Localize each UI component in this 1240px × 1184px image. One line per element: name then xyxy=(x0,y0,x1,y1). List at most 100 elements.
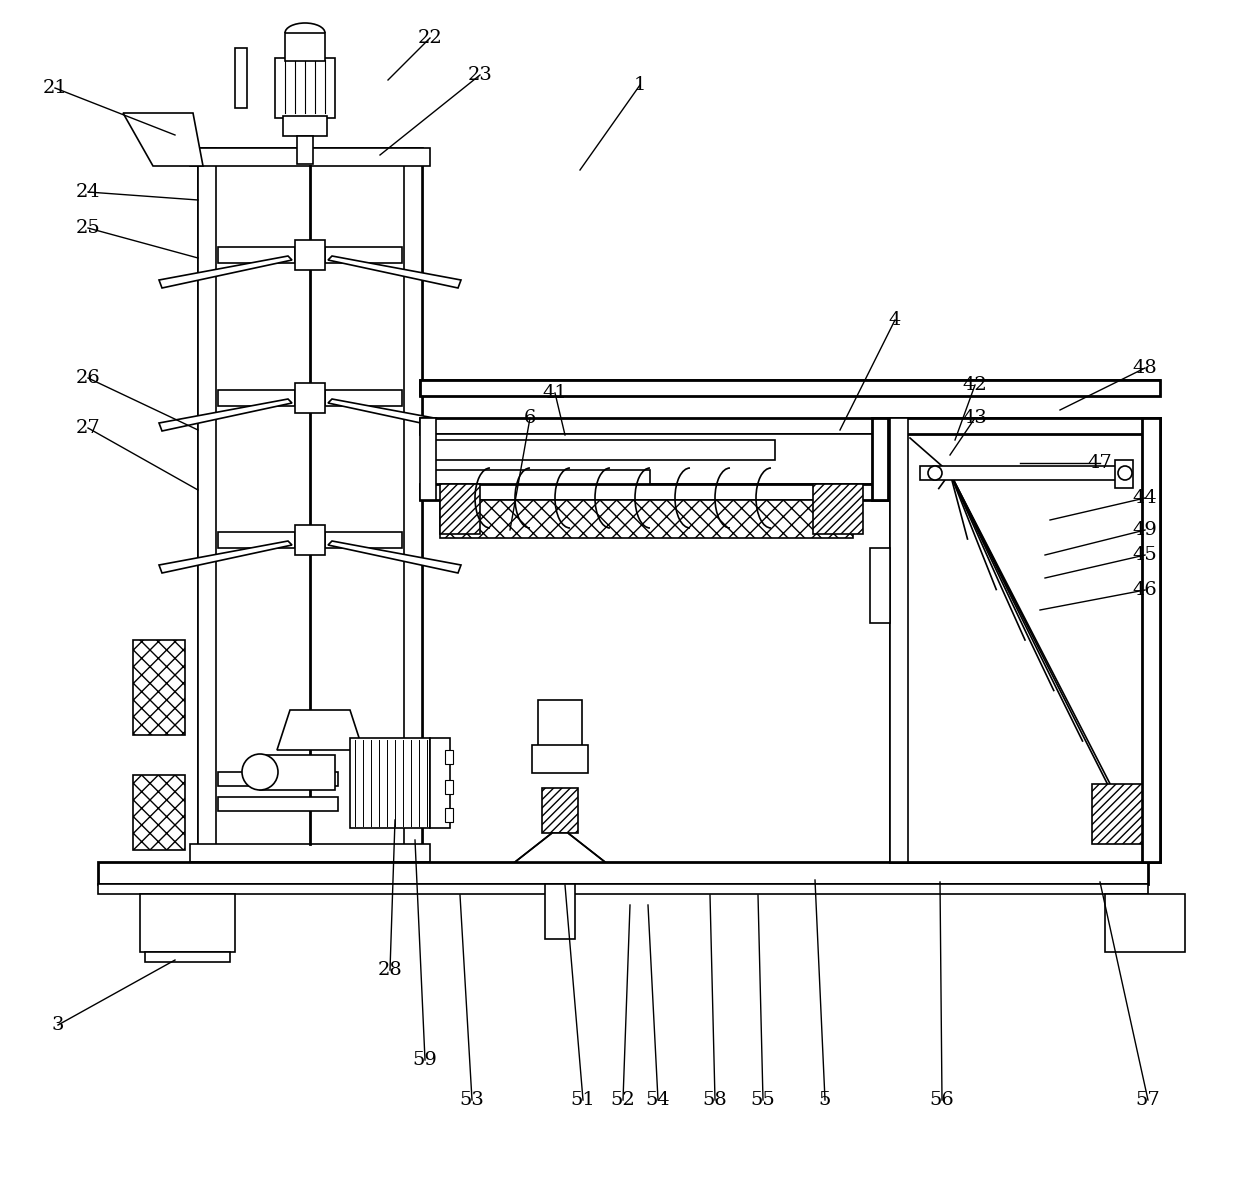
Bar xyxy=(420,380,1159,395)
Bar xyxy=(325,247,402,263)
Text: 26: 26 xyxy=(76,369,100,387)
Bar xyxy=(325,532,402,548)
Polygon shape xyxy=(329,256,461,288)
Bar xyxy=(295,240,325,270)
Bar xyxy=(813,484,863,534)
Text: 3: 3 xyxy=(52,1016,64,1034)
Bar xyxy=(198,148,216,862)
Bar xyxy=(890,418,1159,435)
Text: 5: 5 xyxy=(818,1090,831,1109)
Bar xyxy=(435,470,650,488)
Bar xyxy=(542,789,578,834)
Bar xyxy=(404,148,422,862)
Text: 25: 25 xyxy=(76,219,100,237)
Bar xyxy=(890,418,908,862)
Text: 6: 6 xyxy=(523,408,536,427)
Bar xyxy=(236,49,247,108)
Bar xyxy=(283,116,327,136)
Bar xyxy=(140,894,236,952)
Bar xyxy=(218,247,295,263)
Bar xyxy=(198,148,422,862)
Bar xyxy=(1092,784,1142,844)
Bar xyxy=(430,738,450,828)
Polygon shape xyxy=(159,541,291,573)
Text: 23: 23 xyxy=(467,66,492,84)
Bar xyxy=(445,807,453,822)
Bar xyxy=(538,700,582,760)
Text: 47: 47 xyxy=(1087,453,1112,472)
Bar xyxy=(920,466,1130,480)
Bar xyxy=(325,390,402,406)
Text: 53: 53 xyxy=(460,1090,485,1109)
Bar xyxy=(870,548,890,623)
Bar xyxy=(98,862,1148,884)
Text: 43: 43 xyxy=(962,408,987,427)
Bar xyxy=(420,418,888,435)
Polygon shape xyxy=(329,399,461,431)
Text: 24: 24 xyxy=(76,184,100,201)
Bar xyxy=(1105,894,1185,952)
Bar xyxy=(425,435,883,484)
Bar xyxy=(445,780,453,794)
Bar xyxy=(1142,418,1159,862)
Bar xyxy=(260,755,335,790)
Text: 44: 44 xyxy=(1132,489,1157,507)
Bar xyxy=(275,58,335,118)
Bar xyxy=(218,772,339,786)
Bar xyxy=(435,440,775,461)
Bar xyxy=(145,952,229,961)
Text: 41: 41 xyxy=(543,384,568,403)
Polygon shape xyxy=(159,256,291,288)
Text: 55: 55 xyxy=(750,1090,775,1109)
Text: 57: 57 xyxy=(1136,1090,1161,1109)
Text: 22: 22 xyxy=(418,28,443,47)
Text: 1: 1 xyxy=(634,76,646,94)
Text: 21: 21 xyxy=(42,79,67,97)
Bar xyxy=(420,418,436,500)
Text: 58: 58 xyxy=(703,1090,728,1109)
Polygon shape xyxy=(277,710,363,749)
Text: 28: 28 xyxy=(378,961,402,979)
Bar xyxy=(298,136,312,165)
Text: 46: 46 xyxy=(1132,581,1157,599)
Bar xyxy=(1115,461,1133,488)
Bar xyxy=(190,148,430,166)
Polygon shape xyxy=(329,541,461,573)
Polygon shape xyxy=(159,399,291,431)
Bar xyxy=(190,844,430,862)
Bar xyxy=(285,33,325,62)
Circle shape xyxy=(928,466,942,480)
Text: 45: 45 xyxy=(1132,546,1157,564)
Text: 48: 48 xyxy=(1132,359,1157,377)
Text: 51: 51 xyxy=(570,1090,595,1109)
Bar xyxy=(532,745,588,773)
Bar xyxy=(295,525,325,555)
Text: 56: 56 xyxy=(930,1090,955,1109)
Bar xyxy=(440,500,853,538)
Text: 49: 49 xyxy=(1132,521,1157,539)
Bar xyxy=(295,382,325,413)
Bar xyxy=(445,749,453,764)
Polygon shape xyxy=(123,112,203,166)
Text: 54: 54 xyxy=(646,1090,671,1109)
Bar xyxy=(350,738,430,828)
Text: 4: 4 xyxy=(889,311,901,329)
Text: 59: 59 xyxy=(413,1051,438,1069)
Bar xyxy=(133,776,185,850)
Polygon shape xyxy=(515,834,605,862)
Circle shape xyxy=(242,754,278,790)
Bar xyxy=(890,418,1159,862)
Bar xyxy=(440,484,480,534)
Bar xyxy=(133,641,185,735)
Bar xyxy=(420,484,888,500)
Bar xyxy=(218,797,339,811)
Text: 52: 52 xyxy=(610,1090,635,1109)
Text: 27: 27 xyxy=(76,419,100,437)
Bar xyxy=(872,418,888,500)
Circle shape xyxy=(1118,466,1132,480)
Bar xyxy=(420,380,1159,395)
Text: 42: 42 xyxy=(962,377,987,394)
Bar xyxy=(546,884,575,939)
Bar xyxy=(218,532,295,548)
Bar xyxy=(98,884,1148,894)
